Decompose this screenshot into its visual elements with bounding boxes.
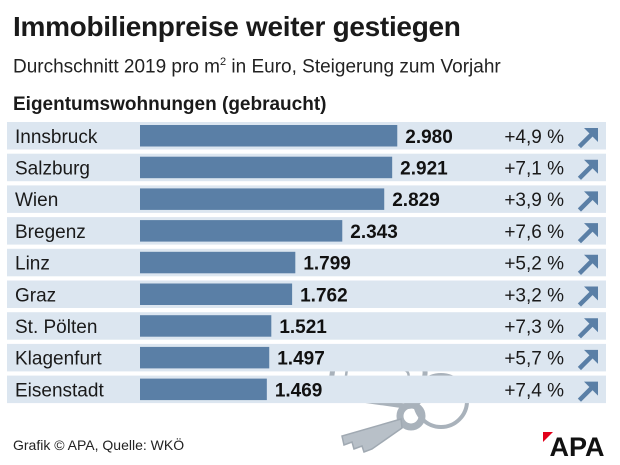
trend-up-arrowhead-icon [584,254,598,269]
row-stripe [7,280,606,308]
change-label: +3,2 % [504,285,564,306]
value-label: 1.497 [277,349,325,370]
chart-title: Immobilienpreise weiter gestiegen [13,11,461,42]
value-label: 1.762 [300,285,348,306]
bar [140,283,293,305]
value-label: 2.343 [350,222,398,243]
value-label: 2.829 [392,190,440,211]
change-label: +5,2 % [504,254,564,275]
change-label: +7,3 % [504,317,564,338]
bar [140,220,343,242]
value-label: 1.799 [303,254,351,275]
change-label: +7,1 % [504,158,564,179]
section-heading: Eigentumswohnungen (gebraucht) [13,94,327,115]
trend-up-arrowhead-icon [584,381,598,396]
value-label: 2.921 [400,158,448,179]
apa-logo: APA [543,431,611,459]
bar [140,125,398,147]
category-label: Klagenfurt [15,349,102,370]
trend-up-arrowhead-icon [584,159,598,174]
row-stripe [7,375,606,404]
bar [140,315,272,337]
change-label: +4,9 % [504,127,564,148]
trend-up-arrowhead-icon [584,191,598,206]
bar [140,188,385,210]
change-label: +3,9 % [504,190,564,211]
category-label: Eisenstadt [15,380,104,401]
bar [140,346,270,369]
trend-up-arrowhead-icon [584,286,598,301]
change-label: +7,4 % [504,380,564,401]
trend-up-arrowhead-icon [584,349,598,364]
chart-subtitle: Durchschnitt 2019 pro m2 in Euro, Steige… [13,56,501,78]
source-credit: Grafik © APA, Quelle: WKÖ [13,437,185,453]
bar [140,378,267,401]
trend-up-arrowhead-icon [584,223,598,238]
bar [140,156,393,179]
apa-logo-text: APA [549,432,604,459]
row-stripe [7,312,606,340]
value-label: 2.980 [405,127,453,148]
change-label: +5,7 % [504,349,564,370]
category-label: Wien [15,190,58,211]
row-stripe [7,248,606,277]
bar [140,251,296,274]
trend-up-arrowhead-icon [584,318,598,333]
category-label: Graz [15,285,56,306]
category-label: Salzburg [15,158,90,179]
category-label: Linz [15,254,50,275]
category-label: Innsbruck [15,127,98,148]
category-label: St. Pölten [15,317,97,338]
trend-up-arrowhead-icon [584,128,598,142]
change-label: +7,6 % [504,222,564,243]
value-label: 1.521 [279,317,327,338]
category-label: Bregenz [15,222,86,243]
row-stripe [7,343,606,372]
value-label: 1.469 [275,380,323,401]
